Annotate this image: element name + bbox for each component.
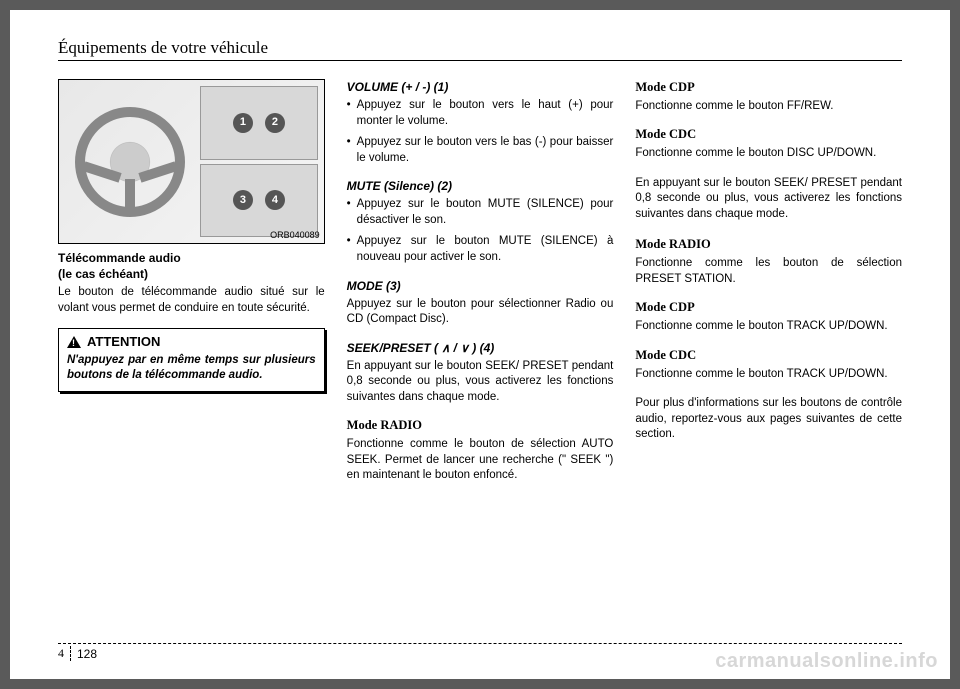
- header-rule: Équipements de votre véhicule: [58, 38, 902, 61]
- section-number: 4: [58, 646, 71, 661]
- radio-paragraph: Fonctionne comme le bouton de sélection …: [347, 437, 614, 484]
- steering-wheel-icon: [75, 107, 185, 217]
- cdc1-block: Mode CDC Fonctionne comme le bouton DISC…: [635, 126, 902, 161]
- volume-heading: VOLUME (+ / -) (1): [347, 79, 614, 95]
- remote-audio-heading: Télécommande audio: [58, 250, 325, 266]
- header-title: Équipements de votre véhicule: [58, 38, 268, 57]
- cdc1-heading: Mode CDC: [635, 126, 902, 143]
- cdp2-heading: Mode CDP: [635, 299, 902, 316]
- cdp1-heading: Mode CDP: [635, 79, 902, 96]
- mute-heading: MUTE (Silence) (2): [347, 178, 614, 194]
- mode-block: MODE (3) Appuyez sur le bouton pour séle…: [347, 278, 614, 328]
- warning-triangle-icon: [67, 336, 81, 348]
- cdp2-block: Mode CDP Fonctionne comme le bouton TRAC…: [635, 299, 902, 334]
- callout-2: 2: [265, 113, 285, 133]
- callout-1: 1: [233, 113, 253, 133]
- volume-list: Appuyez sur le bouton vers le haut (+) p…: [347, 98, 614, 166]
- column-2: VOLUME (+ / -) (1) Appuyez sur le bouton…: [347, 79, 614, 496]
- mid-paragraph: En appuyant sur le bouton SEEK/ PRESET p…: [635, 176, 902, 223]
- figure-code: ORB040089: [270, 229, 320, 241]
- attention-title: ATTENTION: [87, 333, 160, 351]
- cdp1-block: Mode CDP Fonctionne comme le bouton FF/R…: [635, 79, 902, 114]
- attention-body: N'appuyez par en même temps sur plusieur…: [59, 353, 324, 391]
- manual-page: Équipements de votre véhicule 1 2 3: [10, 10, 950, 679]
- steering-wheel-figure: 1 2 3 4 ORB040089: [58, 79, 325, 244]
- content-columns: 1 2 3 4 ORB040089 Télécommande audio (le…: [58, 79, 902, 496]
- seek-heading: SEEK/PRESET ( ∧ / ∨ ) (4): [347, 340, 614, 356]
- seek-paragraph: En appuyant sur le bouton SEEK/ PRESET p…: [347, 359, 614, 406]
- wheel-illustration: [59, 80, 200, 243]
- intro-paragraph: Le bouton de télécommande audio situé su…: [58, 285, 325, 316]
- volume-down-item: Appuyez sur le bouton vers le bas (-) po…: [347, 135, 614, 166]
- radio2-block: Mode RADIO Fonctionne comme les bouton d…: [635, 236, 902, 287]
- radio-heading: Mode RADIO: [347, 417, 614, 434]
- mute-on-item: Appuyez sur le bouton MUTE (SILENCE) pou…: [347, 197, 614, 228]
- cdp2-paragraph: Fonctionne comme le bouton TRACK UP/DOWN…: [635, 319, 902, 335]
- radio2-heading: Mode RADIO: [635, 236, 902, 253]
- cdc2-heading: Mode CDC: [635, 347, 902, 364]
- inset-top: 1 2: [200, 86, 318, 160]
- volume-block: VOLUME (+ / -) (1) Appuyez sur le bouton…: [347, 79, 614, 166]
- attention-box: ATTENTION N'appuyez par en même temps su…: [58, 328, 325, 391]
- radio2-paragraph: Fonctionne comme les bouton de sélection…: [635, 256, 902, 287]
- column-1: 1 2 3 4 ORB040089 Télécommande audio (le…: [58, 79, 325, 496]
- cdp1-paragraph: Fonctionne comme le bouton FF/REW.: [635, 99, 902, 115]
- if-equipped-heading: (le cas échéant): [58, 266, 325, 282]
- callout-4: 4: [265, 190, 285, 210]
- column-3: Mode CDP Fonctionne comme le bouton FF/R…: [635, 79, 902, 496]
- end-paragraph: Pour plus d'informations sur les boutons…: [635, 396, 902, 443]
- mute-block: MUTE (Silence) (2) Appuyez sur le bouton…: [347, 178, 614, 265]
- cdc2-block: Mode CDC Fonctionne comme le bouton TRAC…: [635, 347, 902, 382]
- seek-block: SEEK/PRESET ( ∧ / ∨ ) (4) En appuyant su…: [347, 340, 614, 406]
- volume-up-item: Appuyez sur le bouton vers le haut (+) p…: [347, 98, 614, 129]
- callout-3: 3: [233, 190, 253, 210]
- inset-bottom: 3 4: [200, 164, 318, 238]
- mute-off-item: Appuyez sur le bouton MUTE (SILENCE) à n…: [347, 234, 614, 265]
- mode-heading: MODE (3): [347, 278, 614, 294]
- attention-header: ATTENTION: [59, 329, 324, 353]
- cdc1-paragraph: Fonctionne comme le bouton DISC UP/DOWN.: [635, 146, 902, 162]
- page-number: 128: [77, 647, 97, 661]
- mute-list: Appuyez sur le bouton MUTE (SILENCE) pou…: [347, 197, 614, 265]
- cdc2-paragraph: Fonctionne comme le bouton TRACK UP/DOWN…: [635, 367, 902, 383]
- radio-block: Mode RADIO Fonctionne comme le bouton de…: [347, 417, 614, 483]
- watermark: carmanualsonline.info: [715, 650, 938, 673]
- figure-insets: 1 2 3 4: [200, 80, 324, 243]
- mode-paragraph: Appuyez sur le bouton pour sélectionner …: [347, 297, 614, 328]
